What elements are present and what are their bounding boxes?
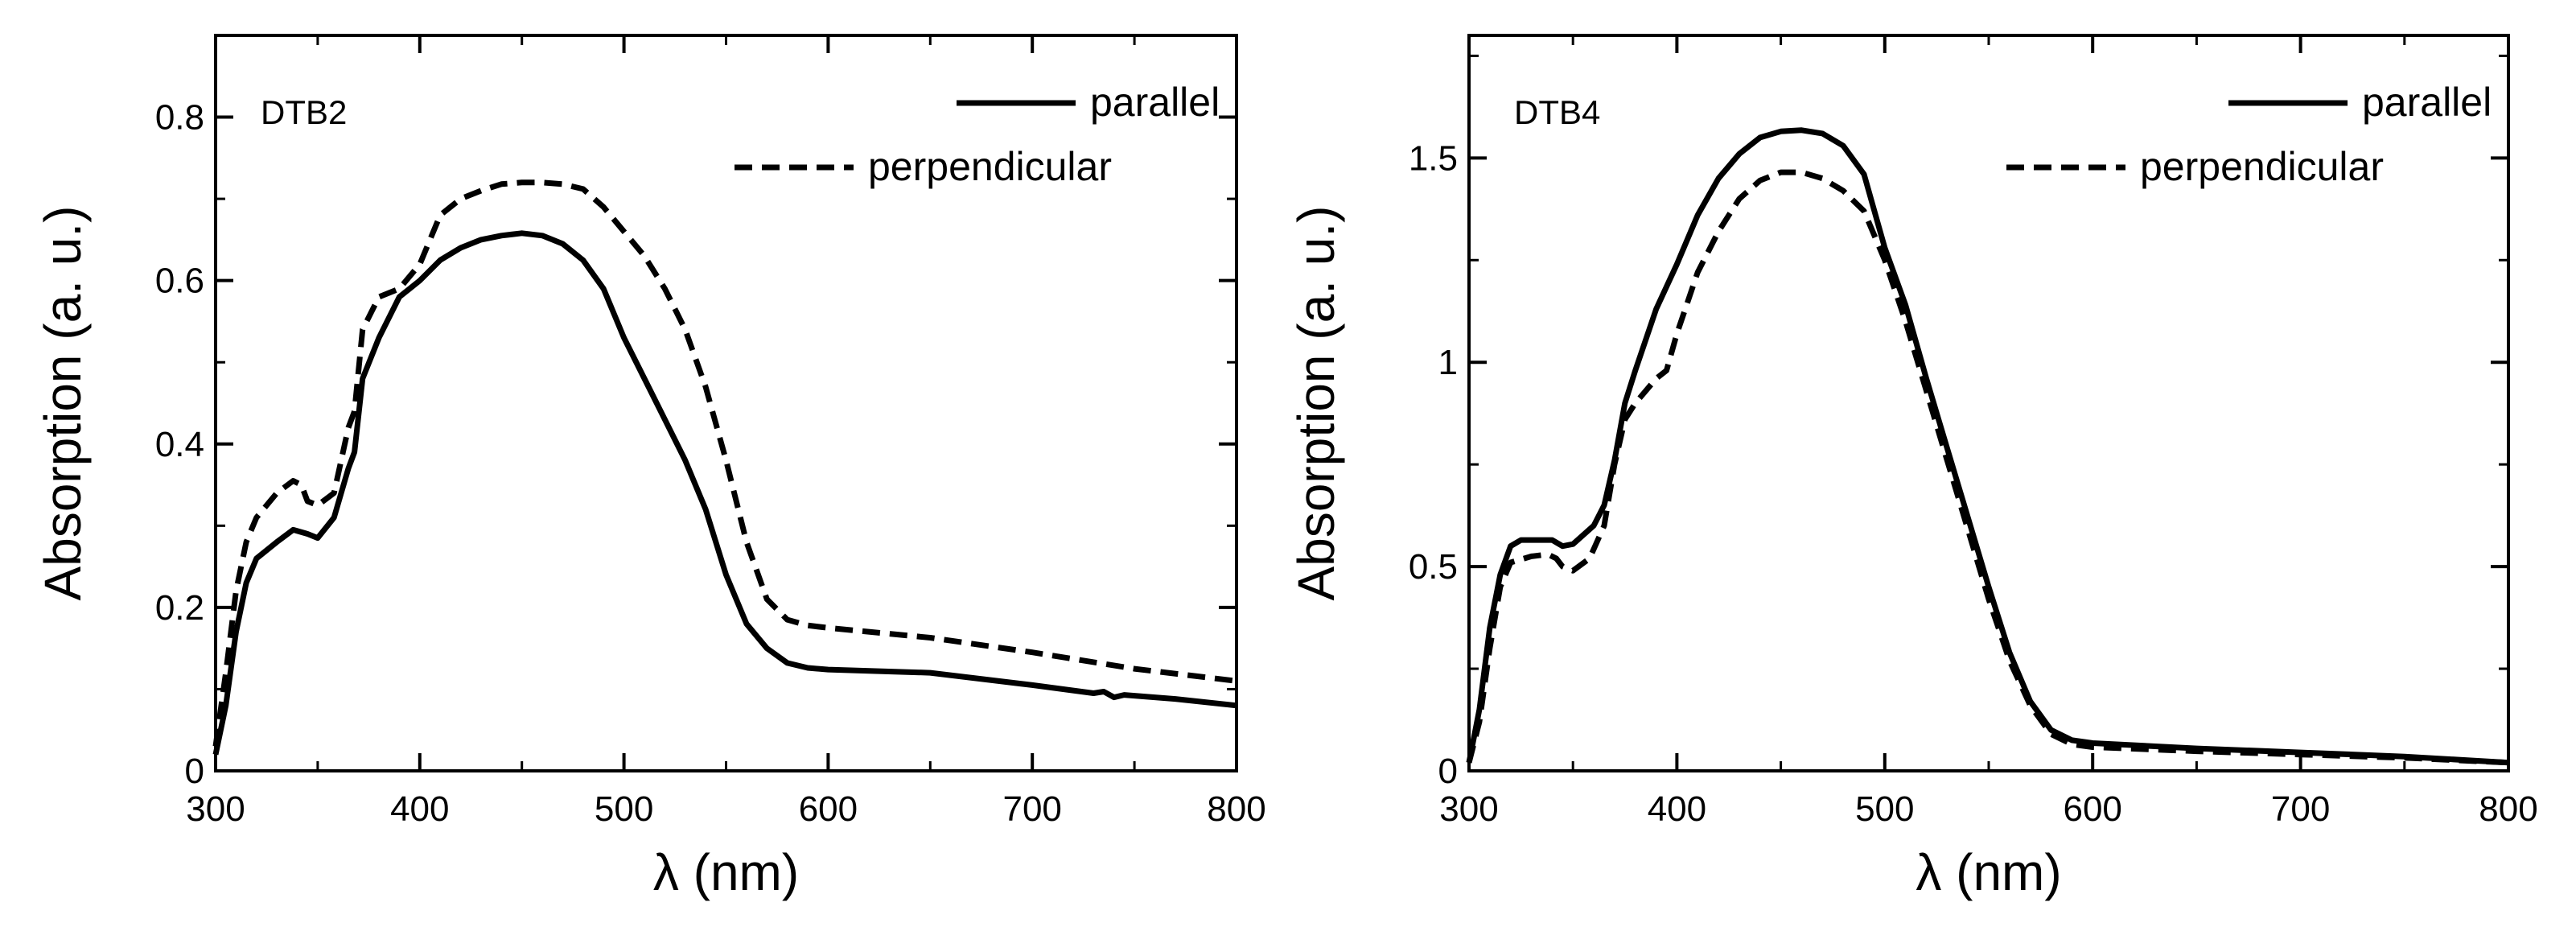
panel-label-dtb2: DTB2 (261, 93, 347, 131)
x-tick-label: 300 (1439, 789, 1498, 829)
x-axis-title-dtb2: λ (nm) (653, 843, 799, 901)
series-line-parallel (1466, 127, 2509, 766)
plot-area-dtb2 (212, 179, 1237, 756)
y-tick-label: 0.5 (1409, 547, 1458, 587)
y-tick-label: 0 (185, 752, 204, 791)
y-tick-label: 0 (1438, 752, 1458, 791)
legend-label-perpendicular: perpendicular (868, 144, 1112, 189)
x-tick-label: 300 (186, 789, 245, 829)
axis-ticks-dtb4: 300 400 500 600 700 800 0 0.5 1 1.5 (1409, 35, 2538, 829)
x-tick-label: 600 (799, 789, 858, 829)
panel-label-dtb4: DTB4 (1514, 93, 1600, 131)
x-tick-label: 800 (2479, 789, 2537, 829)
x-tick-label: 500 (595, 789, 653, 829)
y-tick-label: 1.5 (1409, 138, 1458, 178)
x-tick-label: 500 (1855, 789, 1914, 829)
y-tick-label: 0.6 (155, 262, 204, 301)
chart-panel-dtb4: 300 400 500 600 700 800 0 0.5 1 1.5 DTB4 parallel… (1287, 34, 2538, 901)
legend-dtb4: parallel perpendicular (2006, 80, 2492, 189)
x-tick-label: 800 (1207, 789, 1265, 829)
y-tick-label: 0.2 (155, 588, 204, 628)
series-line-perpendicular (212, 179, 1237, 747)
y-tick-label: 1 (1438, 343, 1458, 382)
x-axis-title-dtb4: λ (nm) (1916, 843, 2061, 901)
y-tick-label: 0.8 (155, 98, 204, 138)
y-axis-title-dtb4: Absorption (a. u.) (1287, 206, 1345, 601)
x-tick-label: 700 (2271, 789, 2330, 829)
legend-dtb2: parallel perpendicular (735, 80, 1220, 189)
legend-label-perpendicular: perpendicular (2140, 144, 2384, 189)
axis-ticks-dtb2: 300 400 500 600 700 800 0 0.2 0.4 0.6 0.8 (155, 35, 1266, 829)
chart-panel-dtb2: 300 400 500 600 700 800 0 0.2 0.4 0.6 0.8 DTB2 par… (34, 34, 1266, 901)
x-tick-label: 700 (1002, 789, 1061, 829)
x-tick-label: 400 (1648, 789, 1706, 829)
legend-label-parallel: parallel (2362, 80, 2492, 125)
y-axis-title-dtb2: Absorption (a. u.) (34, 206, 92, 601)
legend-label-parallel: parallel (1090, 80, 1220, 125)
plot-area-dtb4 (1466, 127, 2509, 766)
series-line-perpendicular (1466, 169, 2509, 766)
x-tick-label: 600 (2063, 789, 2121, 829)
x-tick-label: 400 (390, 789, 449, 829)
series-line-parallel (212, 230, 1237, 756)
y-tick-label: 0.4 (155, 425, 204, 464)
